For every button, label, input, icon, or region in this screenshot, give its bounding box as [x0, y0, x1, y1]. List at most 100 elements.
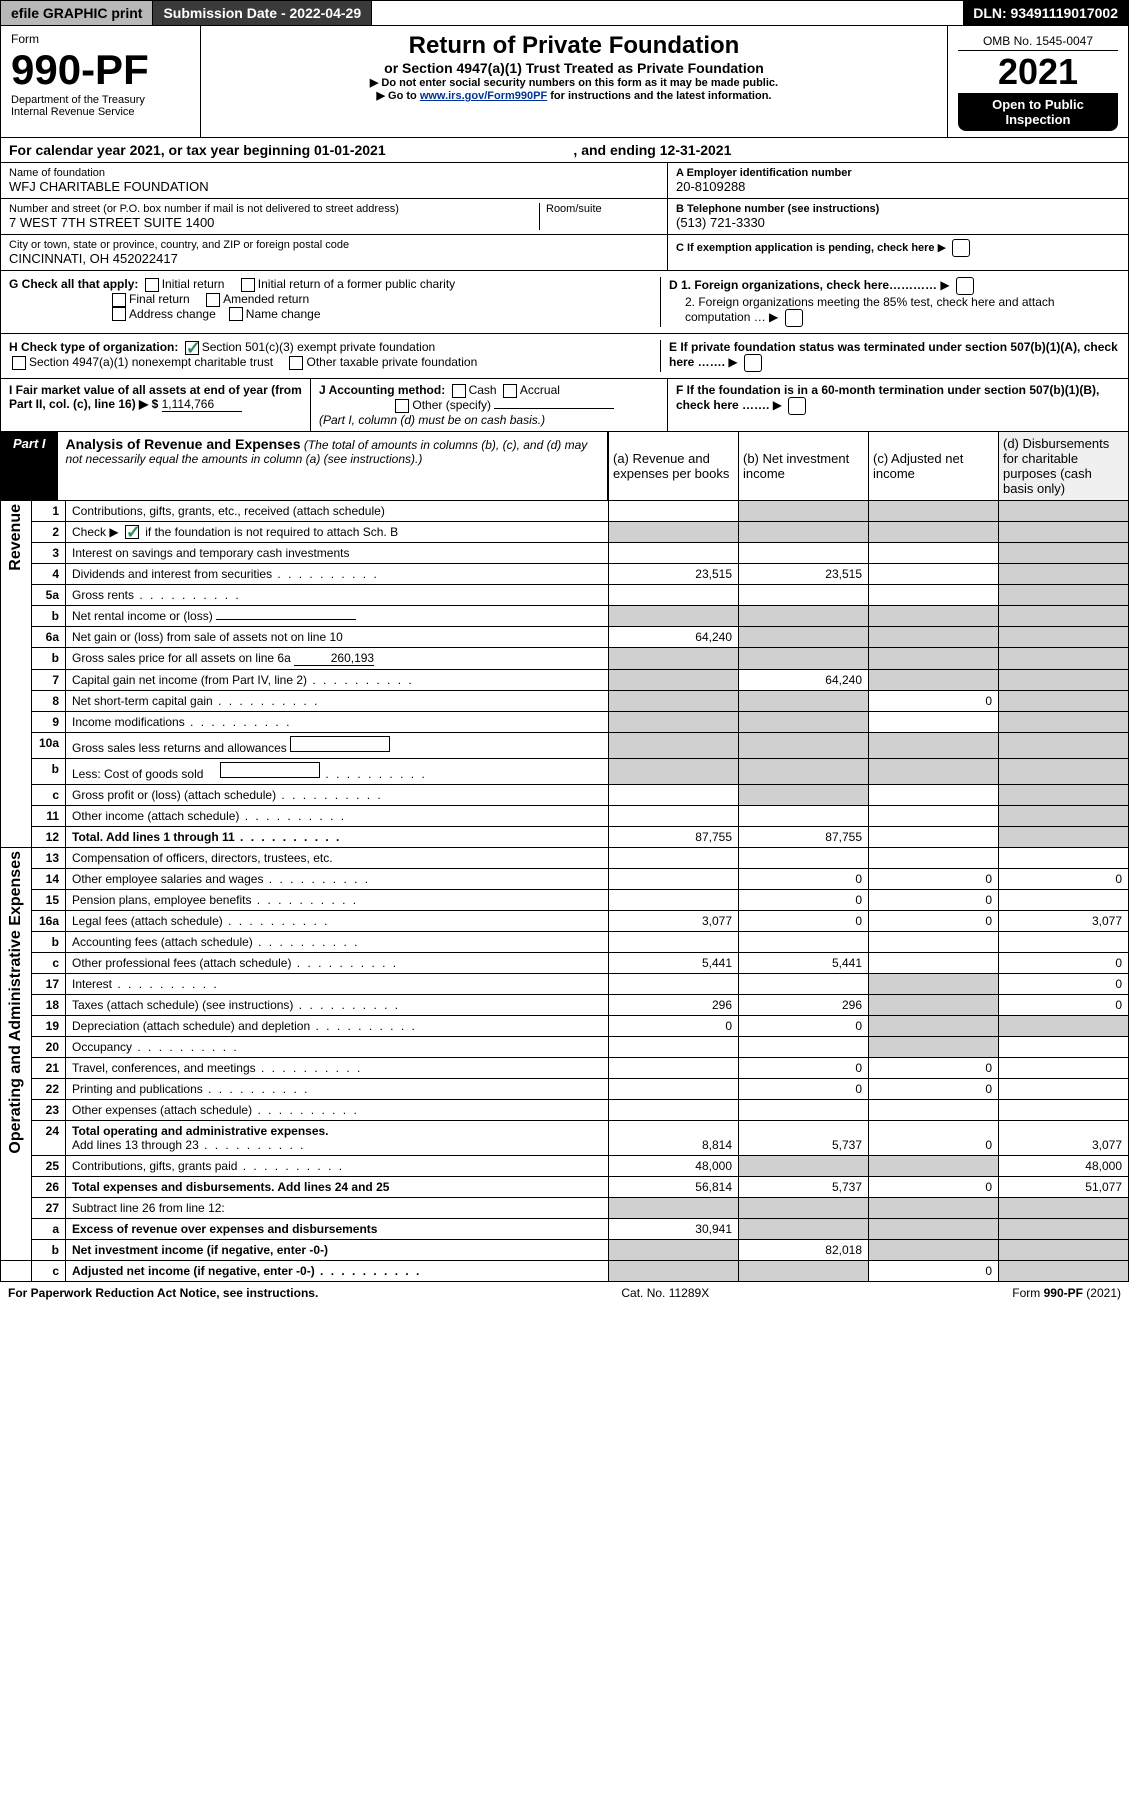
- cell-c: 0: [869, 1058, 999, 1079]
- line-desc: Gross sales less returns and allowances: [66, 733, 609, 759]
- page-footer: For Paperwork Reduction Act Notice, see …: [0, 1282, 1129, 1304]
- r5b-value: [216, 619, 356, 620]
- r10a-box: [290, 736, 390, 752]
- exemption-checkbox[interactable]: [952, 239, 970, 257]
- line-desc: Travel, conferences, and meetings: [66, 1058, 609, 1079]
- room-label: Room/suite: [546, 203, 659, 215]
- amended-return-checkbox[interactable]: [206, 293, 220, 307]
- final-return-checkbox[interactable]: [112, 293, 126, 307]
- address-change-checkbox[interactable]: [112, 307, 126, 321]
- cell-a: 30,941: [609, 1219, 739, 1240]
- cash-checkbox[interactable]: [452, 384, 466, 398]
- dln-value: 93491119017002: [1011, 5, 1118, 21]
- col-d-header: (d) Disbursements for charitable purpose…: [998, 432, 1128, 500]
- name-change-checkbox[interactable]: [229, 307, 243, 321]
- cell-a: [609, 759, 739, 785]
- address-change-label: Address change: [129, 307, 216, 321]
- table-row: cAdjusted net income (if negative, enter…: [1, 1261, 1129, 1282]
- footer-left: For Paperwork Reduction Act Notice, see …: [8, 1286, 318, 1300]
- addr-label: Number and street (or P.O. box number if…: [9, 203, 539, 215]
- cell-d: [999, 827, 1129, 848]
- line-num: 8: [32, 691, 66, 712]
- form990pf-link[interactable]: www.irs.gov/Form990PF: [420, 90, 547, 102]
- cell-a: [609, 648, 739, 670]
- line-desc: Net rental income or (loss): [66, 606, 609, 627]
- d-block: D 1. Foreign organizations, check here………: [660, 277, 1120, 327]
- line-desc: Other income (attach schedule): [66, 806, 609, 827]
- line-num: 18: [32, 995, 66, 1016]
- line-num: c: [32, 1261, 66, 1282]
- id-right: A Employer identification number 20-8109…: [668, 163, 1128, 270]
- cell-a: 3,077: [609, 911, 739, 932]
- cell-b: 5,737: [739, 1121, 869, 1156]
- initial-former-label: Initial return of a former public charit…: [258, 277, 455, 291]
- exemption-cell: C If exemption application is pending, c…: [668, 235, 1128, 261]
- other-taxable-checkbox[interactable]: [289, 356, 303, 370]
- table-row: bNet investment income (if negative, ent…: [1, 1240, 1129, 1261]
- cell-a: [609, 733, 739, 759]
- omb-number: OMB No. 1545-0047: [958, 32, 1118, 51]
- accrual-checkbox[interactable]: [503, 384, 517, 398]
- cell-d: [999, 627, 1129, 648]
- table-row: 27Subtract line 26 from line 12:: [1, 1198, 1129, 1219]
- phone-label: B Telephone number (see instructions): [676, 203, 1120, 215]
- revenue-side-label: Revenue: [1, 501, 32, 848]
- line-num: 24: [32, 1121, 66, 1156]
- table-row: 21Travel, conferences, and meetings00: [1, 1058, 1129, 1079]
- cell-c: 0: [869, 869, 999, 890]
- table-row: 9Income modifications: [1, 712, 1129, 733]
- cell-a: [609, 1079, 739, 1100]
- ein-cell: A Employer identification number 20-8109…: [668, 163, 1128, 199]
- other-method-checkbox[interactable]: [395, 399, 409, 413]
- h-e-row: H Check type of organization: Section 50…: [0, 334, 1129, 379]
- cell-d: 0: [999, 953, 1129, 974]
- cell-a: [609, 974, 739, 995]
- schb-checkbox[interactable]: [125, 525, 139, 539]
- open-to-public: Open to Public Inspection: [958, 93, 1118, 131]
- part1-header: Part I Analysis of Revenue and Expenses …: [0, 432, 1129, 501]
- line-num: 4: [32, 564, 66, 585]
- line-desc: Legal fees (attach schedule): [66, 911, 609, 932]
- initial-return-checkbox[interactable]: [145, 278, 159, 292]
- cell-b: [739, 501, 869, 522]
- line-desc: Compensation of officers, directors, tru…: [66, 848, 609, 869]
- e-checkbox[interactable]: [744, 354, 762, 372]
- cell-c: [869, 1156, 999, 1177]
- table-row: 7Capital gain net income (from Part IV, …: [1, 670, 1129, 691]
- fmv-value: 1,114,766: [162, 397, 242, 412]
- initial-former-checkbox[interactable]: [241, 278, 255, 292]
- 4947a1-label: Section 4947(a)(1) nonexempt charitable …: [29, 355, 273, 369]
- line-num: 7: [32, 670, 66, 691]
- line-desc: Other expenses (attach schedule): [66, 1100, 609, 1121]
- table-row: 4Dividends and interest from securities2…: [1, 564, 1129, 585]
- 501c3-checkbox[interactable]: [185, 341, 199, 355]
- f-checkbox[interactable]: [788, 397, 806, 415]
- cell-d: [999, 932, 1129, 953]
- identification-block: Name of foundation WFJ CHARITABLE FOUNDA…: [0, 163, 1129, 271]
- line-desc: Printing and publications: [66, 1079, 609, 1100]
- 4947a1-checkbox[interactable]: [12, 356, 26, 370]
- cell-b: 0: [739, 911, 869, 932]
- cell-c: 0: [869, 691, 999, 712]
- cell-d: [999, 606, 1129, 627]
- footer-right: Form 990-PF (2021): [1012, 1286, 1121, 1300]
- table-row: Operating and Administrative Expenses 13…: [1, 848, 1129, 869]
- table-row: 6aNet gain or (loss) from sale of assets…: [1, 627, 1129, 648]
- line-desc: Contributions, gifts, grants, etc., rece…: [66, 501, 609, 522]
- ein-value: 20-8109288: [676, 179, 1120, 194]
- dln-label: DLN:: [973, 5, 1010, 21]
- line-desc: Interest on savings and temporary cash i…: [66, 543, 609, 564]
- d2-checkbox[interactable]: [785, 309, 803, 327]
- cell-d: [999, 806, 1129, 827]
- cell-b: 82,018: [739, 1240, 869, 1261]
- d1-checkbox[interactable]: [956, 277, 974, 295]
- part1-title: Analysis of Revenue and Expenses: [66, 436, 301, 452]
- table-row: bLess: Cost of goods sold: [1, 759, 1129, 785]
- cell-b: [739, 1219, 869, 1240]
- cell-c: [869, 606, 999, 627]
- table-row: 18Taxes (attach schedule) (see instructi…: [1, 995, 1129, 1016]
- cell-b: [739, 759, 869, 785]
- line-num: 9: [32, 712, 66, 733]
- cell-c: [869, 733, 999, 759]
- efile-print-button[interactable]: efile GRAPHIC print: [1, 1, 153, 25]
